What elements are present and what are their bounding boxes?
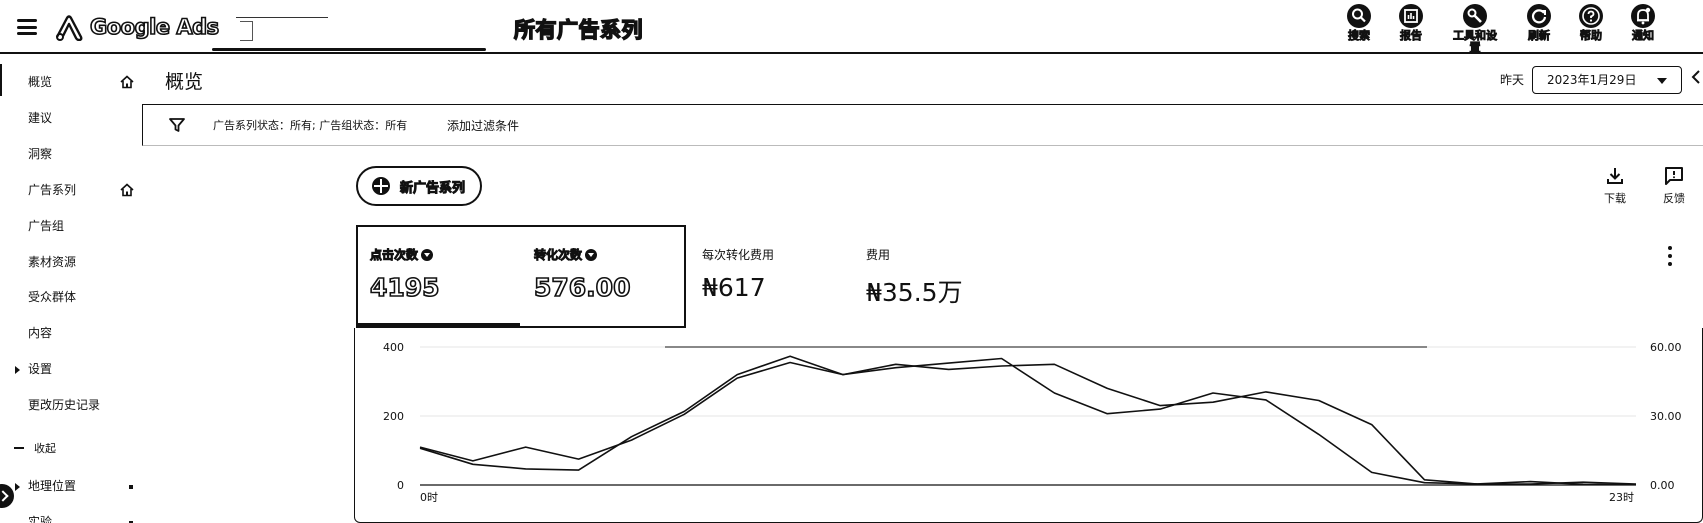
dropdown-icon[interactable]: [585, 248, 598, 261]
metric-card-conversions[interactable]: 转化次数 576.00: [533, 246, 631, 303]
plus-icon: [372, 177, 390, 195]
expand-panel-button[interactable]: [0, 484, 14, 508]
filter-bar: 广告系列状态：所有; 广告组状态：所有 添加过滤条件: [142, 104, 1703, 146]
home-icon: [120, 75, 134, 89]
help-icon: [1579, 4, 1603, 28]
feedback-button[interactable]: 反馈: [1654, 166, 1694, 206]
sidebar-item-audiences[interactable]: 受众群体: [28, 290, 77, 304]
account-selector[interactable]: [236, 17, 328, 41]
collapse-icon: [14, 447, 24, 449]
metric-label: 转化次数: [534, 246, 630, 263]
chevron-left-icon[interactable]: [1690, 70, 1702, 84]
metric-label: 点击次数: [370, 246, 440, 263]
sidebar-item-overview[interactable]: 概览: [28, 75, 53, 89]
sidebar: 概览 建议 洞察 广告系列 广告组 素材资源 受众群体 内容 设置 更改历史记录…: [0, 56, 142, 523]
sidebar-item-content[interactable]: 内容: [28, 326, 53, 340]
metric-card-cost[interactable]: 费用 ₦35.5万: [866, 246, 963, 309]
expand-caret-icon[interactable]: [15, 483, 20, 491]
tools-icon: [1463, 4, 1487, 28]
metric-value: 576.00: [533, 272, 631, 303]
reports-label: 报告: [1400, 29, 1423, 42]
sidebar-collapse[interactable]: 收起: [34, 442, 56, 455]
tools-label: 工具和设置: [1453, 29, 1498, 54]
notifications-button[interactable]: 通知: [1617, 2, 1669, 54]
tools-button[interactable]: 工具和设置: [1437, 2, 1513, 54]
search-label: 搜索: [1348, 29, 1371, 42]
expand-caret-icon[interactable]: [15, 366, 20, 374]
date-range-select[interactable]: 2023年1月29日: [1532, 66, 1682, 94]
sidebar-item-insights[interactable]: 洞察: [28, 147, 53, 161]
help-label: 帮助: [1580, 29, 1603, 42]
metric-card-clicks[interactable]: 点击次数 4195: [369, 246, 440, 303]
pin-indicator: [129, 521, 133, 523]
sidebar-item-locations[interactable]: 地理位置: [28, 479, 77, 493]
refresh-label: 刷新: [1528, 29, 1551, 42]
download-button[interactable]: 下载: [1595, 166, 1635, 206]
home-icon: [120, 183, 134, 197]
filter-icon[interactable]: [169, 117, 185, 133]
date-range-value: 2023年1月29日: [1547, 73, 1637, 87]
sidebar-item-recommendations[interactable]: 建议: [28, 111, 53, 125]
top-actions: 搜索 报告 工具和设置: [1333, 2, 1669, 54]
date-range-label: 昨天: [1500, 73, 1525, 87]
page-title: 概览: [165, 71, 204, 93]
metric-value: 4195: [369, 272, 440, 303]
main-menu-icon[interactable]: [16, 16, 38, 38]
dropdown-icon[interactable]: [421, 248, 434, 261]
add-filter-link[interactable]: 添加过滤条件: [447, 119, 520, 133]
metric-label: 费用: [866, 246, 963, 263]
filter-summary[interactable]: 广告系列状态：所有; 广告组状态：所有: [213, 119, 408, 132]
help-button[interactable]: 帮助: [1565, 2, 1617, 54]
sidebar-item-change-history[interactable]: 更改历史记录: [28, 398, 101, 412]
pin-indicator: [129, 485, 133, 489]
metric-value: ₦35.5万: [866, 278, 963, 307]
metric-label-text: 费用: [866, 248, 891, 262]
selected-metrics-box: [356, 225, 686, 328]
download-icon: [1607, 168, 1623, 184]
chevron-down-icon: [1657, 78, 1667, 84]
new-campaign-label: 新广告系列: [399, 180, 466, 196]
sidebar-item-campaigns[interactable]: 广告系列: [28, 183, 77, 197]
product-name: Google Ads: [89, 14, 220, 40]
page-heading: 所有广告系列: [513, 17, 643, 42]
more-options-icon[interactable]: [1668, 246, 1674, 266]
refresh-button[interactable]: 刷新: [1513, 2, 1565, 54]
sidebar-item-experiments[interactable]: 实验: [28, 515, 53, 523]
search-icon: [1347, 4, 1371, 28]
active-indicator: [0, 64, 2, 96]
sidebar-item-settings[interactable]: 设置: [28, 362, 53, 376]
metric-selected-underline: [358, 323, 520, 327]
metric-card-cost-per-conversion[interactable]: 每次转化费用 ₦617: [702, 246, 774, 302]
sidebar-item-assets[interactable]: 素材资源: [28, 255, 77, 269]
metric-label-text: 每次转化费用: [702, 248, 775, 262]
top-bar: Google Ads 所有广告系列 搜索 报告: [0, 0, 1703, 54]
ads-logo-icon: [55, 15, 83, 41]
metric-label: 每次转化费用: [702, 246, 774, 263]
download-label: 下载: [1604, 192, 1626, 205]
sidebar-item-ad-groups[interactable]: 广告组: [28, 219, 65, 233]
notifications-label: 通知: [1632, 29, 1655, 42]
feedback-label: 反馈: [1663, 192, 1685, 205]
reports-button[interactable]: 报告: [1385, 2, 1437, 54]
search-button[interactable]: 搜索: [1333, 2, 1385, 54]
google-ads-logo[interactable]: Google Ads: [54, 13, 220, 41]
new-campaign-button[interactable]: 新广告系列: [356, 166, 482, 206]
chart-container: [354, 328, 1703, 523]
feedback-icon: [1665, 167, 1683, 185]
metric-label-text: 转化次数: [534, 248, 583, 263]
refresh-icon: [1527, 4, 1551, 28]
metric-label-text: 点击次数: [370, 248, 419, 263]
metric-value: ₦617: [702, 273, 766, 302]
notifications-icon: [1631, 4, 1655, 28]
account-underline: [212, 48, 486, 51]
reports-icon: [1399, 4, 1423, 28]
